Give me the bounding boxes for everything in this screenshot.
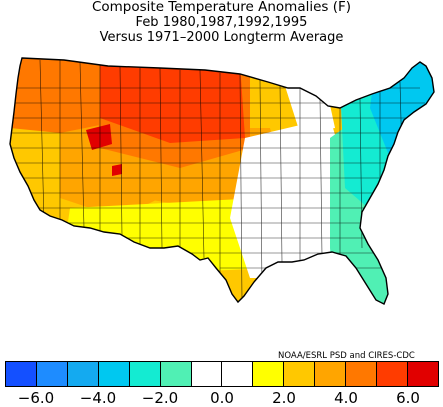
legend-tick-label: 4.0 [334,389,358,407]
us-outline [9,57,435,305]
legend-bin [253,362,285,386]
legend-bin [191,362,223,386]
region-idaho-hotspot [86,124,112,150]
us-temperature-anomaly-map [9,57,435,305]
legend-tick-label: −6.0 [17,389,55,407]
legend-bin [129,362,161,386]
map-title: Composite Temperature Anomalies (F) Feb … [0,0,443,45]
title-line-2: Feb 1980,1987,1992,1995 [135,15,308,30]
division-boundaries [12,59,430,301]
legend-bin [284,362,316,386]
legend-bin [98,362,130,386]
region-utah-hotspot [112,164,122,176]
title-line-1: Composite Temperature Anomalies (F) [91,0,352,15]
legend-tick-label: −4.0 [79,389,117,407]
legend-bin [407,362,438,386]
legend-bin [6,362,37,386]
legend-bin [315,362,347,386]
legend-bin [160,362,192,386]
legend-bin [36,362,68,386]
credit-text: NOAA/ESRL PSD and CIRES-CDC [278,351,415,361]
legend-bin [222,362,254,386]
legend-tick-label: 0.0 [210,389,234,407]
legend-bin [377,362,408,386]
legend-tick-label: 6.0 [396,389,420,407]
region-ohio-valley-south [230,118,345,278]
title-line-3: Versus 1971–2000 Longterm Average [99,30,344,45]
color-legend [5,361,439,387]
legend-tick-label: −2.0 [141,389,179,407]
legend-bin [346,362,378,386]
legend-bin [67,362,99,386]
legend-tick-label: 2.0 [272,389,296,407]
